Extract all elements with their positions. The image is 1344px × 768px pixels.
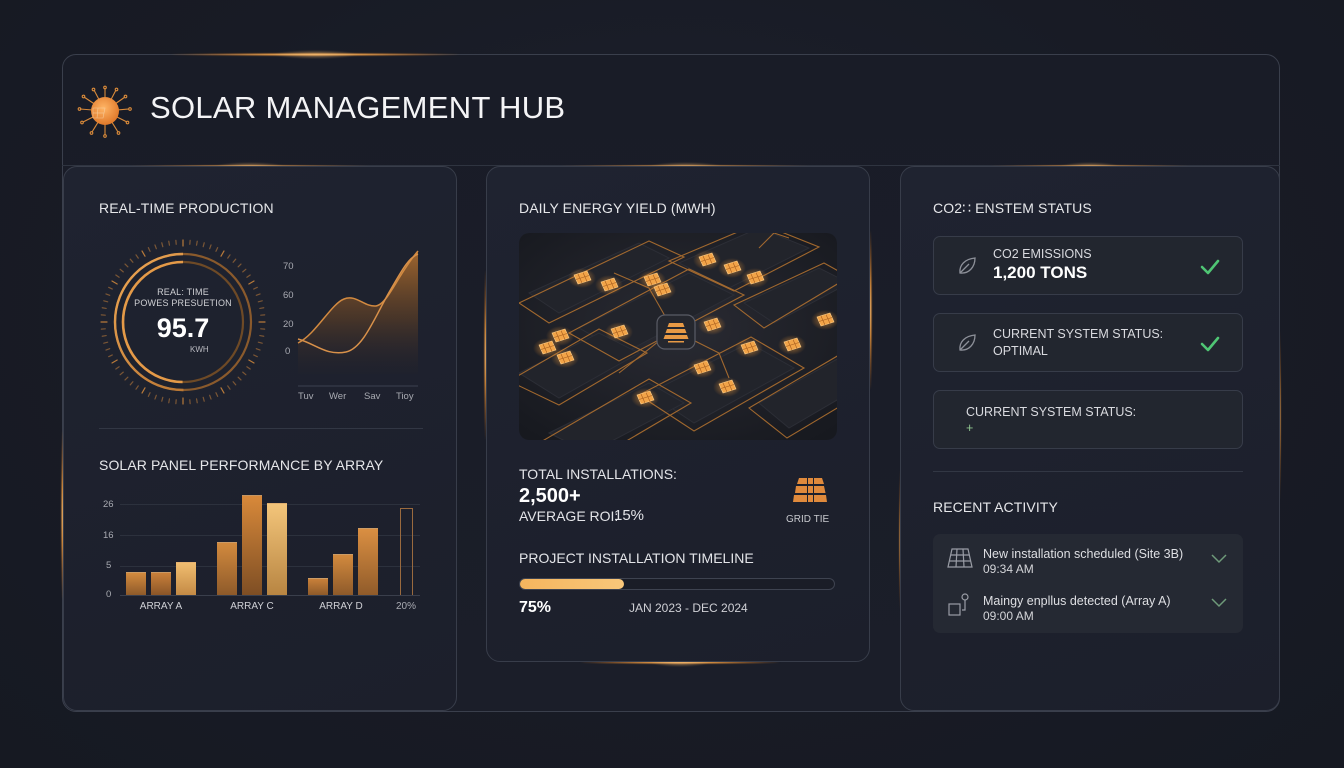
production-line-chart xyxy=(297,250,419,387)
bar-array-c-1[interactable] xyxy=(217,542,237,595)
timeline-progress-fill xyxy=(520,579,624,589)
gauge-label-line2: POWES PRESUETION xyxy=(134,298,232,308)
section-divider xyxy=(99,428,423,429)
grid-tie-icon xyxy=(793,478,827,502)
y-tick: 16 xyxy=(103,530,114,541)
average-roi-label: AVERAGE ROI: xyxy=(519,508,619,524)
timeline-percent: 75% xyxy=(519,599,552,616)
bar-array-a-1[interactable] xyxy=(126,572,146,595)
bar-group-label: ARRAY C xyxy=(230,601,274,612)
y-tick: 60 xyxy=(283,290,294,301)
glow-accent xyxy=(580,658,780,667)
x-axis xyxy=(120,595,420,596)
x-tick: Wer xyxy=(329,391,347,402)
check-icon xyxy=(1200,336,1220,352)
activity-time: 09:34 AM xyxy=(983,562,1034,576)
grid-tie-label: GRID TIE xyxy=(786,514,830,525)
activity-time: 09:00 AM xyxy=(983,609,1034,623)
y-tick: 0 xyxy=(285,346,291,357)
timeline-progress-bar xyxy=(519,578,835,590)
production-gauge xyxy=(100,239,266,405)
activity-text: New installation scheduled (Site 3B) xyxy=(983,547,1184,561)
x-tick: Sav xyxy=(364,391,381,402)
bar-group-label: ARRAY D xyxy=(319,601,363,612)
total-installations-value: 2,500+ xyxy=(519,485,581,507)
activity-text: Maingy enpllus detected (Array A) xyxy=(983,594,1171,608)
app-title: SOLAR MANAGEMENT HUB xyxy=(150,90,566,125)
activity-list: New installation scheduled (Site 3B) 09:… xyxy=(933,534,1243,633)
system-status-box-2[interactable]: CURRENT SYSTEM STATUS: + xyxy=(933,390,1243,449)
solar-panel-outline-icon xyxy=(947,548,973,568)
bar-group-label: ARRAY A xyxy=(139,601,183,612)
glow-accent xyxy=(61,430,64,600)
co2-label: CO2 EMISSIONS xyxy=(993,247,1092,261)
gauge-label-line1: REAL: TIME xyxy=(157,287,209,297)
y-tick: 26 xyxy=(103,499,114,510)
system-status-label: CURRENT SYSTEM STATUS: xyxy=(993,327,1164,341)
system-status-box[interactable]: CURRENT SYSTEM STATUS: OPTIMAL xyxy=(933,313,1243,372)
total-installations-label: TOTAL INSTALLATIONS: xyxy=(519,466,677,482)
system-status-value: OPTIMAL xyxy=(993,344,1048,358)
realtime-production-title: REAL-TIME PRODUCTION xyxy=(99,200,274,216)
average-roi-value: 15% xyxy=(614,507,645,524)
activity-item[interactable]: Maingy enpllus detected (Array A) 09:00 … xyxy=(933,582,1243,630)
leaf-icon xyxy=(959,334,976,351)
leaf-icon xyxy=(959,257,976,274)
recent-activity-title: RECENT ACTIVITY xyxy=(933,499,1058,515)
gauge-value: 95.7 xyxy=(156,313,210,343)
bar-array-c-3[interactable] xyxy=(267,503,287,595)
daily-energy-yield-title: DAILY ENERGY YIELD (MWH) xyxy=(519,200,716,216)
chevron-down-icon[interactable] xyxy=(1210,552,1228,564)
bar-array-d-3[interactable] xyxy=(358,528,378,595)
bar-array-a-3[interactable] xyxy=(176,562,196,595)
gauge-unit: KWH xyxy=(190,345,209,354)
check-icon xyxy=(1200,259,1220,275)
timeline-range: JAN 2023 - DEC 2024 xyxy=(629,601,748,615)
timeline-title: PROJECT INSTALLATION TIMELINE xyxy=(519,550,754,566)
add-icon[interactable]: + xyxy=(966,421,974,435)
x-tick: Tioy xyxy=(396,391,414,402)
device-sensor-icon xyxy=(948,593,969,616)
co2-emissions-box[interactable]: CO2 EMISSIONS 1,200 TONS xyxy=(933,236,1243,295)
bar-array-c-2[interactable] xyxy=(242,495,262,595)
chevron-down-icon[interactable] xyxy=(1210,596,1228,608)
x-tick: Tuv xyxy=(298,391,314,402)
production-card xyxy=(63,166,457,711)
glow-accent xyxy=(170,50,460,59)
bar-extra-label: 20% xyxy=(395,601,416,612)
bar-array-d-1[interactable] xyxy=(308,578,328,595)
system-status-label: CURRENT SYSTEM STATUS: xyxy=(966,405,1137,419)
bar-array-d-2[interactable] xyxy=(333,554,353,595)
y-tick: 20 xyxy=(283,319,294,330)
y-tick: 70 xyxy=(283,261,294,272)
sun-circuit-icon xyxy=(77,85,132,138)
section-divider xyxy=(933,471,1243,472)
y-tick: 5 xyxy=(106,560,112,571)
co2-value: 1,200 TONS xyxy=(993,263,1088,282)
activity-item[interactable]: New installation scheduled (Site 3B) 09:… xyxy=(933,534,1243,582)
glow-accent xyxy=(869,230,872,390)
bar-array-a-2[interactable] xyxy=(151,572,171,595)
array-performance-title: SOLAR PANEL PERFORMANCE BY ARRAY xyxy=(99,457,384,473)
installations-map[interactable] xyxy=(519,233,837,440)
y-tick: 0 xyxy=(106,589,112,600)
status-title: CO2∷ ENSTEM STATUS xyxy=(933,200,1092,216)
bar-outline-target[interactable] xyxy=(400,508,413,595)
glow-accent xyxy=(484,270,487,440)
